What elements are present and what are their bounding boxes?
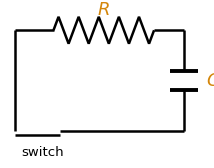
Text: $C$: $C$ — [206, 72, 214, 90]
Text: switch: switch — [21, 146, 64, 159]
Text: $R$: $R$ — [97, 1, 110, 19]
